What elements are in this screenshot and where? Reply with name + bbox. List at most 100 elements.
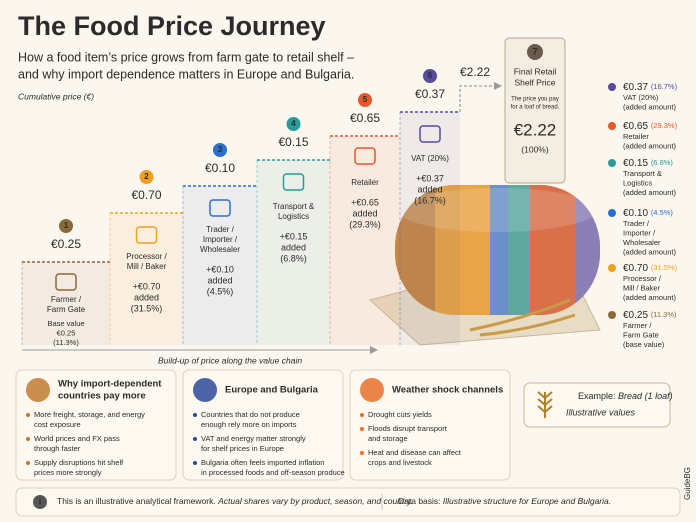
step-detail: added xyxy=(352,208,377,218)
final-box xyxy=(504,37,566,184)
step-label: Processor / xyxy=(126,252,167,261)
step-number: 2 xyxy=(144,172,149,181)
example-label: Example: xyxy=(578,391,616,401)
panel-bullet: in processed foods and off-season produc… xyxy=(201,468,345,477)
step xyxy=(330,136,400,345)
step-icon xyxy=(419,125,441,143)
legend-head: €0.25 (11.3%) xyxy=(623,310,677,321)
step-label: VAT (20%) xyxy=(411,154,449,163)
panel xyxy=(15,369,177,481)
legend-dot xyxy=(608,83,616,91)
step-price: €0.70 xyxy=(131,188,161,202)
step-label: Wholesaler xyxy=(200,245,240,254)
step-detail: added xyxy=(417,184,442,194)
step-price: €0.15 xyxy=(278,135,308,149)
step-badge xyxy=(527,44,543,60)
step-detail: +€0.10 xyxy=(206,264,234,274)
step-detail: Base value xyxy=(47,319,84,328)
legend-head: €0.10 (4.5%) xyxy=(623,208,673,219)
chain-note: Build-up of price along the value chain xyxy=(158,355,302,365)
bullet xyxy=(360,427,364,431)
step-badge xyxy=(358,93,372,107)
legend-value: €0.15 xyxy=(623,158,648,169)
step-number: 4 xyxy=(291,119,296,128)
legend-share: (4.5%) xyxy=(651,208,674,217)
title: The Food Price Journey xyxy=(18,11,326,41)
step-label: Transport & xyxy=(273,202,315,211)
panel-bullet: cost exposure xyxy=(34,420,81,429)
legend-value: €0.37 xyxy=(623,82,648,93)
panel-bullet: prices more strongly xyxy=(34,468,102,477)
step-detail: +€0.37 xyxy=(416,173,444,183)
step-detail: added xyxy=(281,242,306,252)
step-label: Mill / Baker xyxy=(127,262,167,271)
step-badge xyxy=(213,143,227,157)
basis-text: Illustrative structure for Europe and Bu… xyxy=(443,496,611,506)
panel xyxy=(349,369,511,481)
step xyxy=(257,160,330,345)
bullet xyxy=(193,413,197,417)
step-price: €0.37 xyxy=(415,87,445,101)
panel-bullet: More freight, storage, and energy xyxy=(34,410,145,419)
axis-note: Cumulative price (€) xyxy=(18,91,94,101)
step-detail: +€0.70 xyxy=(133,281,161,291)
legend-share: (29.3%) xyxy=(651,121,678,130)
legend-head: €0.70 (31.5%) xyxy=(623,263,678,274)
panel-icon xyxy=(360,378,384,402)
info-icon: i xyxy=(39,496,42,506)
step-detail: €0.25 xyxy=(57,328,76,337)
legend-label: (added amount) xyxy=(623,141,676,150)
legend-label: Importer / xyxy=(623,228,656,237)
step-price: €0.65 xyxy=(350,111,380,125)
bullet xyxy=(360,451,364,455)
legend-dot xyxy=(608,209,616,217)
example-text: Example: Bread (1 loaf) xyxy=(578,391,673,401)
bullet xyxy=(26,413,30,417)
legend-label: (added amount) xyxy=(623,102,676,111)
example-note: Illustrative values xyxy=(566,407,636,417)
legend-label: Wholesaler xyxy=(623,238,661,247)
panel-title: Why import-dependent xyxy=(58,379,162,390)
final-price: €2.22 xyxy=(460,65,490,79)
step-label: Farmer / xyxy=(51,295,82,304)
bullet xyxy=(193,437,197,441)
example-box xyxy=(523,382,671,428)
final-note: The price you pay xyxy=(511,97,559,103)
legend-share: (6.8%) xyxy=(651,158,674,167)
legend-label: (added amount) xyxy=(623,293,676,302)
step-detail: +€0.15 xyxy=(280,231,308,241)
panel-bullet: VAT and energy matter strongly xyxy=(201,434,306,443)
legend-dot xyxy=(608,122,616,130)
panel-bullet: and storage xyxy=(368,434,408,443)
legend-label: VAT (20%) xyxy=(623,93,659,102)
legend-share: (31.5%) xyxy=(651,263,678,272)
example-item: Bread (1 loaf) xyxy=(618,391,673,401)
bullet xyxy=(360,413,364,417)
legend-label: (added amount) xyxy=(623,188,676,197)
footer-note: This is an illustrative analytical frame… xyxy=(57,496,413,506)
panel-bullet: Countries that do not produce xyxy=(201,410,300,419)
panel-bullet: Floods disrupt transport xyxy=(368,424,448,433)
legend-value: €0.25 xyxy=(623,310,648,321)
legend-label: (added amount) xyxy=(623,247,676,256)
legend-value: €0.10 xyxy=(623,208,648,219)
info-icon xyxy=(33,495,47,509)
panel-bullet: through faster xyxy=(34,444,81,453)
step-badge xyxy=(139,170,154,184)
legend-dot xyxy=(608,311,616,319)
legend-label: Farmer / xyxy=(623,321,652,330)
step-label: Retailer xyxy=(351,178,379,187)
legend-head: €0.37 (16.7%) xyxy=(623,82,678,93)
step-price: €0.25 xyxy=(51,237,81,251)
final-title: Final Retail xyxy=(514,66,557,76)
footer xyxy=(15,487,681,517)
step-number: 6 xyxy=(428,71,433,80)
step-badge xyxy=(423,69,437,83)
step-label: Logistics xyxy=(278,212,309,221)
panel-bullet: Bulgaria often feels imported inflation xyxy=(201,458,324,467)
bullet xyxy=(26,461,30,465)
step-badge xyxy=(59,219,73,233)
legend-label: Retailer xyxy=(623,132,649,141)
